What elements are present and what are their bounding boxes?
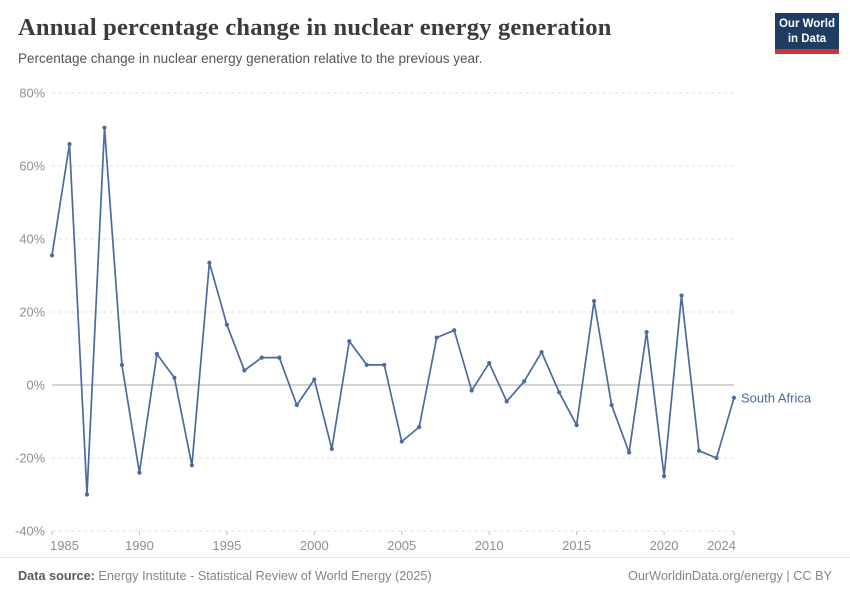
y-tick-label-60: 60% xyxy=(19,159,45,174)
data-point-south-africa-1995[interactable] xyxy=(224,322,229,327)
x-tick-label-2010: 2010 xyxy=(475,538,504,553)
x-tick-label-2005: 2005 xyxy=(387,538,416,553)
data-point-south-africa-2014[interactable] xyxy=(557,390,562,395)
data-point-south-africa-1994[interactable] xyxy=(207,260,212,265)
owid-logo-line1: Our World xyxy=(778,18,835,30)
owid-logo-line2: in Data xyxy=(787,32,827,45)
data-point-south-africa-1987[interactable] xyxy=(84,492,90,497)
y-tick-label--40: -40% xyxy=(15,524,45,539)
data-point-south-africa-2004[interactable] xyxy=(382,362,387,368)
data-point-south-africa-2006[interactable] xyxy=(417,424,422,430)
data-point-south-africa-1988[interactable] xyxy=(102,125,107,130)
data-point-south-africa-1999[interactable] xyxy=(294,402,299,408)
chart-footer: Data source: Energy Institute - Statisti… xyxy=(0,557,850,600)
data-source-note: Data source: Energy Institute - Statisti… xyxy=(18,569,432,583)
data-point-south-africa-2018[interactable] xyxy=(626,450,632,455)
data-point-south-africa-1991[interactable] xyxy=(154,351,160,357)
data-source-text: Energy Institute - Statistical Review of… xyxy=(94,569,432,583)
data-point-south-africa-2020[interactable] xyxy=(661,474,667,479)
x-tick-label-1990: 1990 xyxy=(125,538,154,553)
series-line-south-africa[interactable] xyxy=(51,126,735,496)
data-point-south-africa-1989[interactable] xyxy=(119,362,125,368)
data-point-south-africa-2010[interactable] xyxy=(487,361,492,366)
page-title: Annual percentage change in nuclear ener… xyxy=(18,14,612,41)
data-point-south-africa-1990[interactable] xyxy=(137,470,142,475)
data-point-south-africa-2013[interactable] xyxy=(539,350,544,355)
data-point-south-africa-2001[interactable] xyxy=(329,446,334,451)
data-point-south-africa-2012[interactable] xyxy=(522,379,527,384)
data-point-south-africa-1993[interactable] xyxy=(189,463,194,468)
x-tick-label-1985: 1985 xyxy=(50,538,79,553)
entity-label-south-africa[interactable]: South Africa xyxy=(741,390,812,405)
data-point-south-africa-1997[interactable] xyxy=(259,355,264,360)
y-tick-label-80: 80% xyxy=(19,86,45,101)
data-point-south-africa-2015[interactable] xyxy=(574,423,579,428)
x-tick-label-2024: 2024 xyxy=(707,538,736,553)
x-tick-label-2000: 2000 xyxy=(300,538,329,553)
y-tick-label-20: 20% xyxy=(19,305,45,320)
data-point-south-africa-1986[interactable] xyxy=(67,142,72,147)
data-point-south-africa-2009[interactable] xyxy=(469,388,474,393)
data-point-south-africa-2021[interactable] xyxy=(679,293,684,298)
data-point-south-africa-2022[interactable] xyxy=(696,448,702,453)
data-point-south-africa-2011[interactable] xyxy=(504,399,509,404)
data-point-south-africa-2017[interactable] xyxy=(609,402,614,408)
data-point-south-africa-1992[interactable] xyxy=(172,375,177,380)
chart-subtitle: Percentage change in nuclear energy gene… xyxy=(18,51,483,66)
data-point-south-africa-2000[interactable] xyxy=(312,377,317,382)
y-tick-label-40: 40% xyxy=(19,232,45,247)
data-source-label: Data source: xyxy=(18,569,95,583)
x-tick-label-1995: 1995 xyxy=(212,538,241,553)
x-tick-label-2015: 2015 xyxy=(562,538,591,553)
data-point-south-africa-2024[interactable] xyxy=(731,395,737,400)
data-point-south-africa-2019[interactable] xyxy=(644,329,649,335)
data-point-south-africa-2016[interactable] xyxy=(592,298,597,304)
data-point-south-africa-1998[interactable] xyxy=(277,355,282,360)
y-tick-label-0: 0% xyxy=(27,378,46,393)
data-point-south-africa-2023[interactable] xyxy=(714,455,719,461)
data-point-south-africa-1996[interactable] xyxy=(242,368,247,373)
data-point-south-africa-2007[interactable] xyxy=(434,335,439,340)
data-point-south-africa-2005[interactable] xyxy=(399,439,404,444)
data-point-south-africa-2003[interactable] xyxy=(364,362,369,368)
data-point-south-africa-1985[interactable] xyxy=(49,253,55,258)
y-tick-label--20: -20% xyxy=(15,451,45,466)
x-tick-label-2020: 2020 xyxy=(650,538,679,553)
data-point-south-africa-2002[interactable] xyxy=(347,339,352,344)
data-point-south-africa-2008[interactable] xyxy=(452,328,457,333)
owid-logo[interactable]: Our World in Data xyxy=(775,13,839,54)
owid-license-link[interactable]: OurWorldinData.org/energy | CC BY xyxy=(627,569,832,583)
